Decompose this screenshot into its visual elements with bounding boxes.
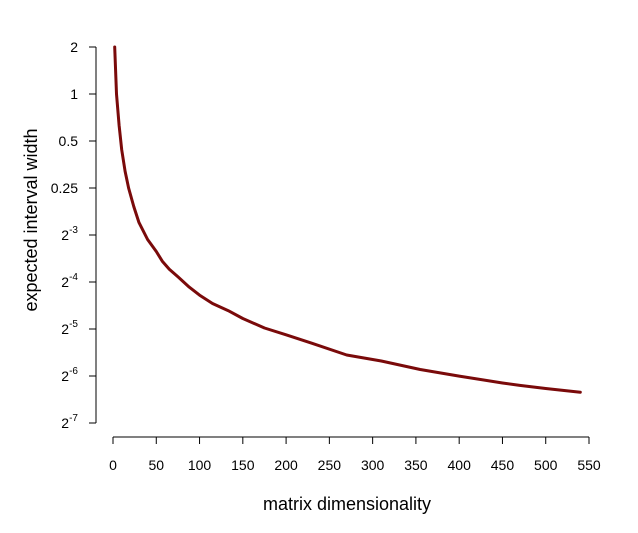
x-tick-label: 300 [361,457,385,473]
y-tick-label: 1 [70,86,78,102]
y-tick-label: 0.5 [59,133,79,149]
y-tick-label: 0.25 [51,180,78,196]
x-tick-label: 400 [448,457,472,473]
x-tick-label: 450 [491,457,515,473]
x-tick-label: 250 [318,457,342,473]
y-tick-label: 2 [70,39,78,55]
x-tick-label: 350 [404,457,428,473]
y-axis: 2 1 0.5 0.25 2-3 2-4 2-5 2-6 2-7 [51,39,97,431]
y-axis-title: expected interval width [21,128,41,311]
y-tick-label: 2-4 [61,272,78,290]
series-line [113,45,582,394]
x-tick-label: 500 [534,457,558,473]
y-tick-label: 2-3 [61,225,78,243]
x-axis: 0 50 100 150 200 250 300 350 400 450 500 550 [109,436,601,473]
y-tick-label: 2-5 [61,319,78,337]
y-tick-label: 2-7 [61,413,78,431]
x-tick-label: 50 [148,457,164,473]
series-layer [113,45,582,394]
x-tick-label: 0 [109,457,117,473]
x-tick-label: 100 [188,457,212,473]
x-tick-label: 150 [231,457,255,473]
x-tick-label: 550 [577,457,601,473]
x-axis-title: matrix dimensionality [263,494,431,514]
y-tick-label: 2-6 [61,366,78,384]
x-tick-label: 200 [274,457,298,473]
